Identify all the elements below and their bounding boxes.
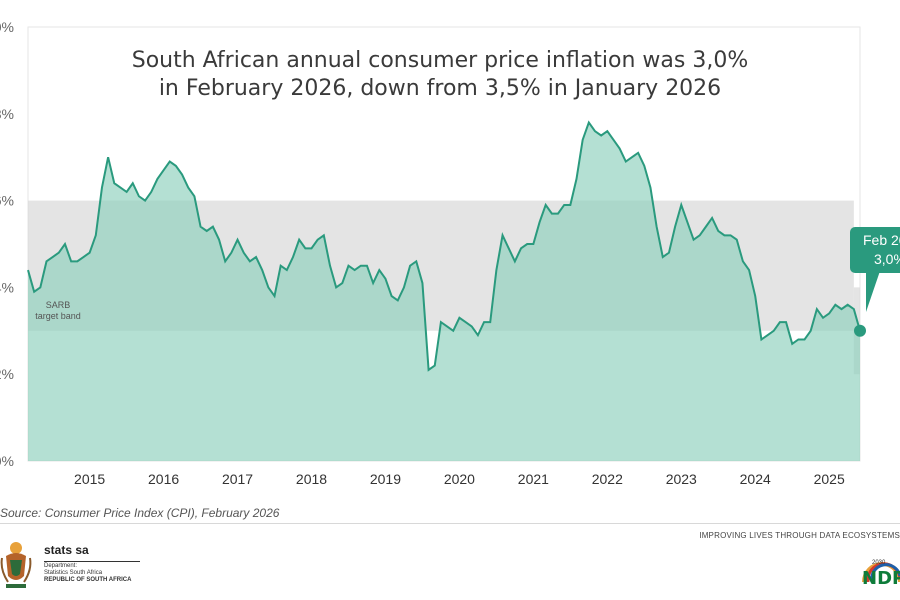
y-tick-label: 10% [0,19,14,35]
y-tick-label: 8% [0,106,14,122]
brand-name: stats sa [44,543,89,557]
series-line [27,120,861,372]
x-tick-label: 2018 [296,471,327,487]
department-label: Department: Statistics South Africa [44,563,102,577]
callout-box [850,227,900,273]
brand-rule [44,561,140,562]
band-label: target band [35,311,81,321]
y-tick-label: 2% [0,366,14,382]
x-tick-label: 2020 [444,471,475,487]
band-label: SARB [46,300,71,310]
series-area [28,122,860,461]
republic-label: REPUBLIC OF SOUTH AFRICA [44,577,132,583]
y-tick-label: 0% [0,453,14,469]
footer-tagline: IMPROVING LIVES THROUGH DATA ECOSYSTEMS [699,531,900,540]
ndp-year: 2030 [872,560,886,566]
chart-title-line-1: South African annual consumer price infl… [131,48,749,73]
x-tick-label: 2023 [666,471,697,487]
chart-title-line-2: in February 2026, down from 3,5% in Janu… [158,76,722,101]
coat-of-arms-icon [0,542,32,588]
ndp-label: NDP [862,568,900,589]
y-tick-label: 4% [0,279,14,295]
x-tick-label: 2019 [370,471,401,487]
x-tick-label: 2021 [518,471,549,487]
x-tick-label: 2024 [740,471,771,487]
ndp-logo-icon [862,562,900,583]
department-caption: Department: [44,563,78,569]
callout-date: Feb 2026 [863,232,900,248]
y-tick-label: 6% [0,193,14,209]
callout-pointer [866,271,880,312]
source-note: Source: Consumer Price Index (CPI), Febr… [0,506,280,520]
x-tick-label: 2017 [222,471,253,487]
x-tick-label: 2025 [814,471,845,487]
stats-sa-logo: stats sa Department: Statistics South Af… [0,534,160,594]
department-name: Statistics South Africa [44,570,103,576]
callout-value: 3,0% [874,251,900,267]
footer-divider [0,523,900,524]
x-tick-label: 2022 [592,471,623,487]
last-point-marker [854,324,866,337]
x-tick-label: 2015 [74,471,105,487]
x-tick-label: 2016 [148,471,179,487]
